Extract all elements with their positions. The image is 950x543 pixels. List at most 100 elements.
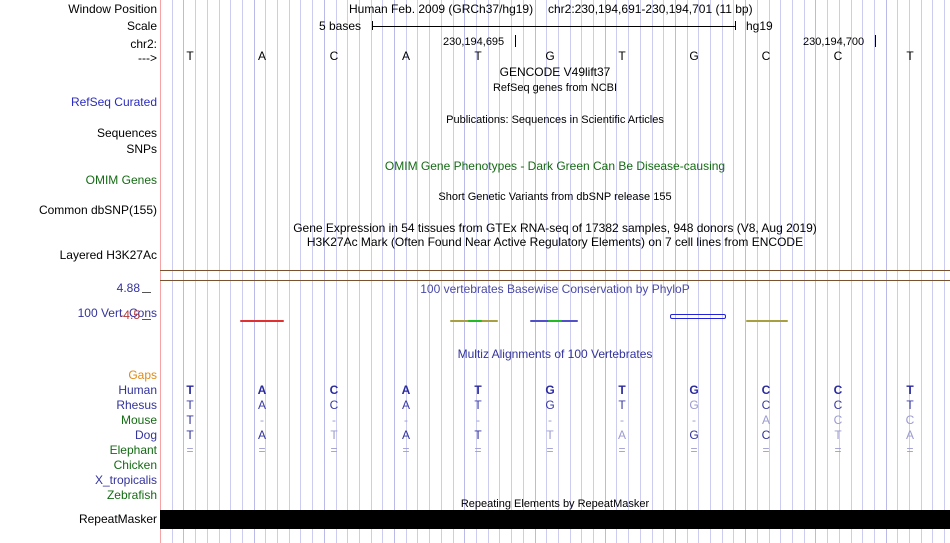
- conservation-mark: [746, 320, 788, 322]
- sidebar-layered-h3k27ac[interactable]: Layered H3K27Ac: [59, 248, 157, 262]
- multiz-base: C: [329, 398, 339, 412]
- sidebar-common-dbsnp[interactable]: Common dbSNP(155): [38, 203, 157, 217]
- scale-bar: [372, 26, 736, 27]
- multiz-base: C: [905, 413, 915, 427]
- position-text: chr2:230,194,691-230,194,701 (11 bp): [548, 2, 753, 16]
- ruler-tick-mark: [875, 35, 876, 47]
- conservation-axis-min: -4.5: [119, 308, 140, 322]
- sequence-base: T: [906, 49, 914, 63]
- multiz-base: A: [905, 428, 914, 442]
- sequence-base: C: [761, 49, 771, 63]
- ruler-tick-label: 230,194,700: [803, 36, 865, 48]
- track-refseq-center[interactable]: RefSeq genes from NCBI: [492, 82, 618, 94]
- sequence-base: T: [186, 49, 194, 63]
- multiz-base: T: [906, 383, 914, 397]
- multiz-base: T: [186, 428, 194, 442]
- conservation-axis-max-tick: [142, 292, 151, 293]
- track-omim-center[interactable]: OMIM Gene Phenotypes - Dark Green Can Be…: [384, 159, 726, 173]
- multiz-base: A: [761, 413, 770, 427]
- sequence-base: G: [545, 49, 555, 63]
- multiz-base: A: [401, 398, 410, 412]
- multiz-base: G: [545, 398, 555, 412]
- multiz-base: -: [692, 413, 696, 427]
- multiz-base: T: [474, 383, 482, 397]
- track-gtex-center[interactable]: Gene Expression in 54 tissues from GTEx …: [293, 221, 817, 235]
- multiz-base: =: [690, 443, 698, 457]
- multiz-base: =: [762, 443, 770, 457]
- multiz-center-text[interactable]: Multiz Alignments of 100 Vertebrates: [457, 347, 653, 361]
- multiz-base: =: [330, 443, 338, 457]
- multiz-base: A: [257, 428, 266, 442]
- scale-bar-left-cap: [372, 21, 373, 30]
- multiz-row-label-x-tropicalis[interactable]: X_tropicalis: [94, 473, 157, 487]
- multiz-base: C: [761, 398, 771, 412]
- multiz-base: =: [402, 443, 410, 457]
- chrom-label: chr2:: [130, 37, 157, 51]
- track-separator: [160, 280, 950, 281]
- sidebar-sequences[interactable]: Sequences: [96, 126, 157, 140]
- multiz-base: T: [474, 428, 482, 442]
- multiz-base: T: [474, 398, 482, 412]
- db-label: hg19: [746, 19, 773, 33]
- multiz-base: -: [404, 413, 408, 427]
- scale-value: 5 bases: [319, 19, 362, 33]
- conservation-center-text[interactable]: 100 vertebrates Basewise Conservation by…: [420, 282, 690, 296]
- multiz-base: T: [906, 398, 914, 412]
- multiz-row-label-zebrafish[interactable]: Zebrafish: [106, 488, 157, 502]
- multiz-base: -: [260, 413, 264, 427]
- sidebar-refseq-curated[interactable]: RefSeq Curated: [70, 95, 157, 109]
- sequence-base: C: [833, 49, 843, 63]
- window-position-label: Window Position: [68, 2, 157, 16]
- multiz-row-label-elephant[interactable]: Elephant: [109, 443, 157, 457]
- multiz-base: =: [186, 443, 194, 457]
- multiz-base: =: [474, 443, 482, 457]
- multiz-row-label-mouse[interactable]: Mouse: [120, 413, 157, 427]
- conservation-mark: [468, 320, 482, 322]
- repeatmasker-bar[interactable]: [160, 510, 950, 529]
- ruler-tick-mark: [515, 35, 516, 47]
- scale-label: Scale: [126, 19, 157, 33]
- multiz-base: A: [257, 383, 267, 397]
- multiz-base: T: [186, 398, 194, 412]
- multiz-base: C: [833, 413, 843, 427]
- multiz-base: C: [833, 383, 843, 397]
- multiz-base: -: [476, 413, 480, 427]
- track-separator-top: [160, 270, 950, 271]
- sidebar-omim-genes[interactable]: OMIM Genes: [85, 173, 157, 187]
- multiz-base: =: [618, 443, 626, 457]
- sidebar-100-vert-cons[interactable]: 100 Vert. Cons: [77, 306, 157, 320]
- multiz-row-label-dog[interactable]: Dog: [134, 428, 157, 442]
- multiz-base: -: [620, 413, 624, 427]
- multiz-base: =: [834, 443, 842, 457]
- conservation-mark: [548, 320, 562, 322]
- multiz-row-label-human[interactable]: Human: [118, 383, 157, 397]
- repeatmasker-center-text[interactable]: Repeating Elements by RepeatMasker: [460, 498, 650, 510]
- ruler-tick-label: 230,194,695: [443, 36, 505, 48]
- scale-bar-right-cap: [735, 21, 736, 30]
- multiz-row-label-gaps[interactable]: Gaps: [128, 368, 157, 382]
- track-gencode-center[interactable]: GENCODE V49lift37: [499, 65, 611, 79]
- multiz-base: G: [689, 383, 699, 397]
- multiz-row-label-chicken[interactable]: Chicken: [113, 458, 157, 472]
- track-h3k27ac-center[interactable]: H3K27Ac Mark (Often Found Near Active Re…: [306, 235, 804, 249]
- conservation-mark: [670, 314, 726, 319]
- strand-label: --->: [138, 51, 157, 65]
- multiz-base: T: [186, 413, 194, 427]
- sequence-base: C: [329, 49, 339, 63]
- multiz-base: G: [545, 383, 555, 397]
- conservation-axis-min-tick: [142, 319, 151, 320]
- multiz-base: A: [401, 383, 411, 397]
- sidebar-repeatmasker[interactable]: RepeatMasker: [78, 512, 157, 526]
- multiz-base: T: [618, 383, 626, 397]
- sidebar-snps[interactable]: SNPs: [126, 142, 157, 156]
- multiz-base: T: [330, 428, 338, 442]
- window-left-edge-line: [160, 0, 161, 543]
- track-publications-center[interactable]: Publications: Sequences in Scientific Ar…: [446, 114, 664, 126]
- track-dbsnp-center[interactable]: Short Genetic Variants from dbSNP releas…: [438, 191, 672, 203]
- multiz-base: G: [689, 398, 699, 412]
- multiz-row-label-rhesus[interactable]: Rhesus: [116, 398, 157, 412]
- multiz-base: C: [761, 383, 771, 397]
- multiz-base: =: [258, 443, 266, 457]
- multiz-base: T: [618, 398, 626, 412]
